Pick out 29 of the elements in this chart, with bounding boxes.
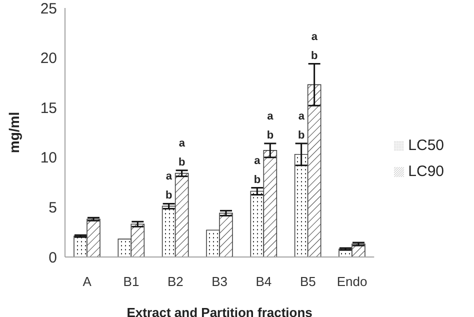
annotation: b — [166, 190, 173, 202]
annotation: a — [311, 30, 318, 43]
annotation: b — [178, 156, 186, 168]
annotation: a — [267, 110, 274, 122]
legend-label: LC90 — [408, 162, 444, 180]
x-tick-label: Endo — [336, 274, 368, 290]
annotation: b — [254, 174, 261, 186]
y-axis-title: mg/ml — [6, 112, 22, 154]
y-tick-label: 20 — [40, 50, 57, 68]
annotation: a — [298, 110, 306, 122]
annotation: a — [166, 170, 173, 183]
annotation: a — [254, 154, 262, 167]
y-tick-label: 0 — [48, 249, 57, 266]
x-tick-label: B2 — [167, 274, 184, 290]
x-tick-label: B1 — [123, 274, 140, 290]
annotation: b — [311, 50, 318, 62]
y-tick-label: 15 — [40, 100, 57, 117]
annotation: b — [298, 129, 306, 142]
y-tick-label: 10 — [40, 150, 57, 167]
x-axis-title: Extract and Partition fractions — [126, 305, 312, 317]
legend-label: LC50 — [408, 136, 444, 154]
annotation: a — [178, 137, 186, 150]
x-tick-label: B5 — [300, 274, 316, 290]
x-tick-label: B3 — [212, 274, 228, 290]
x-tick-label: B4 — [256, 274, 272, 290]
annotation: b — [266, 129, 274, 142]
x-tick-label: A — [82, 274, 92, 290]
y-tick-label: 5 — [48, 200, 57, 217]
y-tick-label: 25 — [40, 0, 57, 18]
